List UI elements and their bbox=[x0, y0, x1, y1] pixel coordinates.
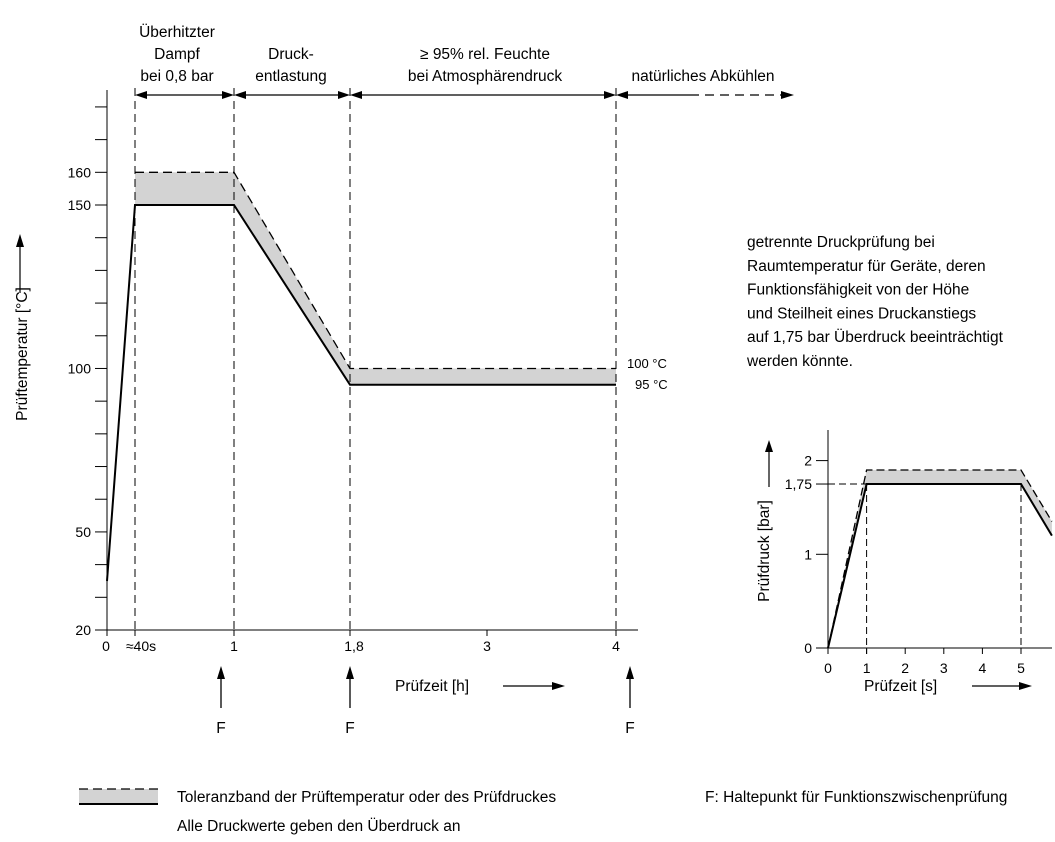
phase-span-arrow bbox=[350, 91, 616, 99]
x-tick-label: 0 bbox=[102, 638, 110, 654]
phase-label: ≥ 95% rel. Feuchte bbox=[420, 46, 550, 63]
legend: Toleranzband der Prüftemperatur oder des… bbox=[79, 788, 1007, 835]
hold-point-label: F bbox=[345, 720, 354, 737]
y-tick-label: 100 bbox=[68, 360, 92, 376]
inset-x-tick-label: 0 bbox=[824, 660, 832, 676]
main-phase-dividers bbox=[134, 88, 617, 636]
band-upper-label: 100 °C bbox=[627, 356, 667, 371]
inset-x-tick-label: 2 bbox=[901, 660, 909, 676]
y-tick-label: 160 bbox=[68, 164, 92, 180]
inset-x-tick-label: 4 bbox=[979, 660, 987, 676]
hold-point-label: F bbox=[625, 720, 634, 737]
inset-y-ticks: 0 1 1,75 2 bbox=[785, 453, 828, 656]
phase-label: Überhitzter bbox=[139, 23, 215, 41]
phase-label: bei 0,8 bar bbox=[140, 68, 213, 85]
inset-x-tick-label: 1 bbox=[863, 660, 871, 676]
x-tick-label: 3 bbox=[483, 638, 491, 654]
main-minor-ticks bbox=[95, 106, 107, 598]
inset-y-axis-arrow bbox=[765, 440, 773, 487]
phase-label: bei Atmosphärendruck bbox=[408, 68, 562, 85]
main-temperature-curve bbox=[106, 204, 616, 582]
pressure-test-note: getrennte Druckprüfung bei Raumtemperatur… bbox=[746, 234, 1004, 370]
phase-label: Dampf bbox=[154, 46, 200, 63]
band-lower-label: 95 °C bbox=[635, 377, 668, 392]
hold-point-marker: F bbox=[216, 666, 226, 737]
main-x-axis-label: Prüfzeit [h] bbox=[395, 678, 469, 695]
main-x-axis-arrow bbox=[503, 682, 565, 690]
x-tick-label: 1 bbox=[230, 638, 238, 654]
phase-label: Druck- bbox=[268, 46, 314, 63]
inset-pressure-chart: 0 1 1,75 2 0 1 2 3 4 5 Prüfdruck [bar] Prüfzeit … bbox=[756, 430, 1053, 695]
phase-span-arrow bbox=[234, 91, 350, 99]
main-y-ticks: 20 50 100 150 160 bbox=[68, 164, 107, 638]
main-upper-tolerance-line bbox=[135, 171, 616, 370]
inset-y-tick-label: 1 bbox=[804, 546, 812, 562]
phase-label: entlastung bbox=[255, 68, 327, 85]
phase-label: natürliches Abkühlen bbox=[631, 68, 774, 85]
legend-pressure-note: Alle Druckwerte geben den Überdruck an bbox=[177, 817, 460, 835]
hold-point-label: F bbox=[216, 720, 225, 737]
note-line: Raumtemperatur für Geräte, deren bbox=[747, 258, 986, 275]
hold-point-marker: F bbox=[345, 666, 355, 737]
y-tick-label: 20 bbox=[75, 622, 91, 638]
inset-y-axis-label: Prüfdruck [bar] bbox=[756, 500, 773, 602]
y-tick-label: 50 bbox=[75, 524, 91, 540]
inset-y-tick-label: 0 bbox=[804, 640, 812, 656]
inset-tolerance-band bbox=[828, 470, 1052, 648]
inset-pressure-curve bbox=[827, 483, 1053, 649]
inset-y-tick-label: 1,75 bbox=[785, 476, 812, 492]
inset-x-axis-label: Prüfzeit [s] bbox=[864, 678, 937, 695]
note-line: werden könnte. bbox=[746, 353, 853, 370]
legend-band-text: Toleranzband der Prüftemperatur oder des… bbox=[177, 789, 556, 806]
phase-span-arrow bbox=[135, 91, 234, 99]
inset-x-tick-label: 3 bbox=[940, 660, 948, 676]
main-y-axis-label: Prüftemperatur [°C] bbox=[14, 287, 31, 421]
x-tick-label: 4 bbox=[612, 638, 620, 654]
main-y-axis-arrow bbox=[16, 234, 24, 293]
main-temperature-chart: 20 50 100 150 160 0 ≈40s 1 1,8 3 4 Überhitzter Dam… bbox=[14, 23, 794, 737]
inset-y-tick-label: 2 bbox=[804, 453, 812, 469]
phase-labels: Überhitzter Dampf bei 0,8 bar Druck-entlast… bbox=[139, 23, 774, 85]
phase-arrows bbox=[135, 91, 794, 99]
legend-band-swatch bbox=[79, 789, 158, 804]
x-tick-label: 1,8 bbox=[344, 638, 364, 654]
inset-x-axis-arrow bbox=[972, 682, 1032, 690]
main-x-ticks: 0 ≈40s 1 1,8 3 4 bbox=[102, 630, 620, 654]
note-line: Funktionsfähigkeit von der Höhe bbox=[747, 282, 969, 299]
inset-guide-lines bbox=[828, 483, 1022, 654]
main-tolerance-band bbox=[135, 172, 616, 385]
legend-hold-point-note: F: Haltepunkt für Funktionszwischenprüfu… bbox=[705, 789, 1007, 806]
hold-point-marker: F bbox=[625, 666, 635, 737]
phase-span-arrow-open bbox=[616, 91, 794, 99]
x-tick-label: ≈40s bbox=[126, 638, 156, 654]
inset-x-tick-label: 5 bbox=[1017, 660, 1025, 676]
y-tick-label: 150 bbox=[68, 197, 92, 213]
note-line: auf 1,75 bar Überdruck beeinträchtigt bbox=[747, 328, 1004, 346]
inset-upper-tolerance-line bbox=[827, 469, 1053, 649]
note-line: und Steilheit eines Druckanstiegs bbox=[747, 305, 976, 322]
inset-x-ticks: 0 1 2 3 4 5 bbox=[824, 648, 1025, 676]
note-line: getrennte Druckprüfung bei bbox=[747, 234, 935, 251]
